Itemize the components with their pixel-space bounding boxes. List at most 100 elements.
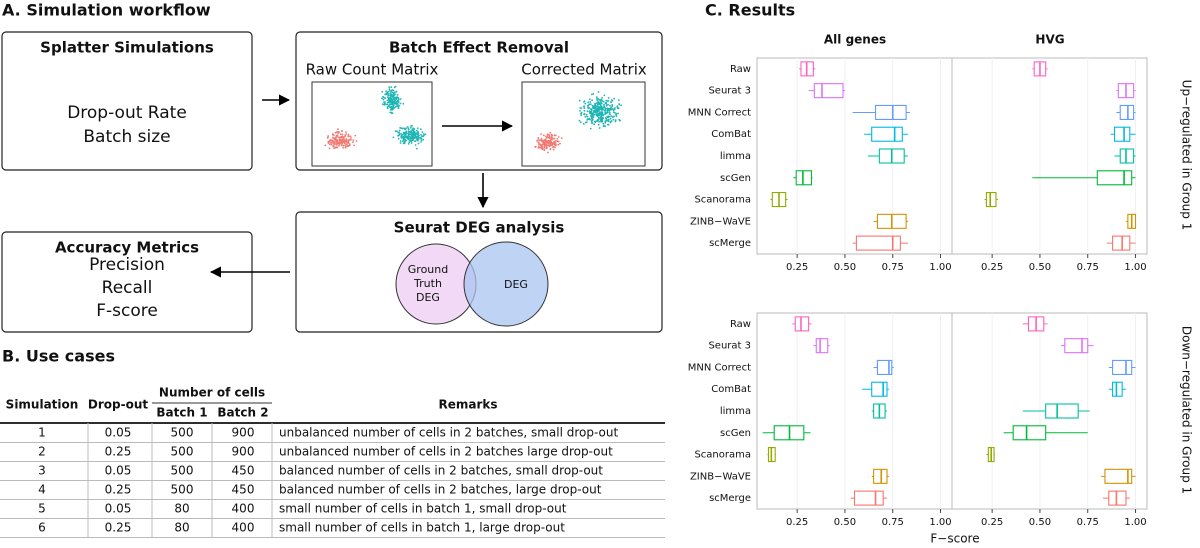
cell-dot [542, 141, 545, 144]
cell-dot [349, 135, 352, 138]
cell-dot [555, 139, 557, 142]
cell-dot [342, 144, 345, 147]
x-tick-label: 0.50 [834, 517, 856, 528]
cell-dot [412, 135, 415, 138]
cell-dot [327, 135, 330, 137]
cell-dot [410, 140, 413, 143]
cell-dot [579, 121, 582, 124]
cell-dot [598, 108, 601, 110]
cell-dot [543, 139, 546, 142]
cell-dot [396, 100, 399, 102]
box [1112, 381, 1123, 397]
x-tick-label: 0.25 [786, 517, 808, 528]
cell-dot [612, 109, 615, 112]
cell-dot [611, 107, 614, 110]
cell-dot [540, 133, 542, 136]
cell-dot [384, 101, 386, 103]
cell-dot [342, 137, 345, 140]
cell-dot [391, 91, 394, 94]
cell-dot [407, 128, 410, 131]
cell-dot [550, 135, 553, 137]
cell-dot [587, 107, 590, 109]
cell-dot [396, 94, 399, 96]
cell-dot [392, 105, 395, 108]
cell-dot [345, 133, 347, 135]
cell-dot [610, 115, 613, 117]
panel [756, 312, 953, 510]
cell-dot [391, 89, 393, 92]
cell-dot [583, 105, 585, 108]
cell-dot [600, 102, 603, 104]
table-cell: 0.05 [105, 426, 132, 440]
cell-dot [607, 97, 610, 99]
cell-dot [335, 146, 337, 149]
box [1119, 148, 1135, 164]
cell-dot [411, 131, 414, 134]
cell-dot [394, 99, 397, 102]
cell-dot [420, 128, 422, 131]
y-tick-label: ComBat [711, 129, 751, 140]
cell-dot [550, 138, 552, 141]
cell-dot [333, 142, 335, 145]
cell-dot [594, 106, 597, 109]
cell-dot [589, 127, 592, 130]
cell-dot [393, 94, 395, 97]
cell-dot [389, 89, 391, 92]
cell-dot [410, 134, 413, 136]
cell-dot [592, 105, 595, 108]
table-cell: balanced number of cells in 2 batches, s… [279, 464, 603, 478]
cell-dot [334, 131, 337, 134]
cell-dot [604, 113, 606, 116]
cell-dot [353, 144, 355, 147]
cell-dot [606, 107, 609, 110]
cell-dot [595, 111, 598, 114]
cell-dot [333, 138, 336, 141]
cell-dot [605, 104, 608, 107]
cell-dot [400, 137, 403, 139]
box [853, 490, 884, 506]
cell-dot [381, 103, 384, 106]
box-title: Splatter Simulations [40, 39, 214, 57]
cell-dot [414, 135, 417, 138]
x-tick-label: 1.00 [929, 517, 951, 528]
cell-dot [613, 97, 615, 100]
cell-dot [410, 137, 413, 140]
cell-dot [602, 114, 605, 117]
cell-dot [345, 143, 348, 146]
cell-dot [538, 146, 541, 149]
cell-dot [557, 143, 560, 146]
cell-dot [538, 145, 540, 148]
cell-dot [580, 111, 583, 114]
cell-dot [417, 135, 420, 138]
box [1012, 425, 1047, 441]
venn-label: DEG [416, 291, 440, 304]
cell-dot [407, 127, 410, 130]
cell-dot [602, 125, 605, 128]
venn-circle [463, 241, 549, 327]
cell-dot [618, 99, 620, 101]
table-cell: 1 [38, 426, 46, 440]
cell-dot [389, 92, 392, 94]
table-cell: 400 [232, 521, 255, 535]
box [1045, 403, 1079, 419]
cell-dot [330, 143, 333, 146]
box [1119, 104, 1135, 120]
cell-dot [606, 110, 609, 113]
box [795, 170, 813, 186]
cell-dot [583, 100, 586, 103]
box [1096, 170, 1133, 186]
y-tick-label: Seurat 3 [708, 341, 751, 352]
cell-dot [605, 103, 608, 105]
cell-dot [586, 105, 589, 107]
cell-dot [596, 96, 598, 98]
table-cell: small number of cells in batch 1, small … [279, 502, 567, 516]
box [794, 316, 810, 332]
cell-dot [609, 104, 611, 107]
y-tick-label: scGen [720, 173, 751, 184]
cell-dot [354, 134, 357, 137]
cell-dot [591, 106, 594, 109]
table-cell: 900 [232, 426, 255, 440]
cell-dot [593, 123, 595, 126]
box-text: Precision [89, 255, 165, 275]
section-title: C. Results [705, 1, 795, 20]
